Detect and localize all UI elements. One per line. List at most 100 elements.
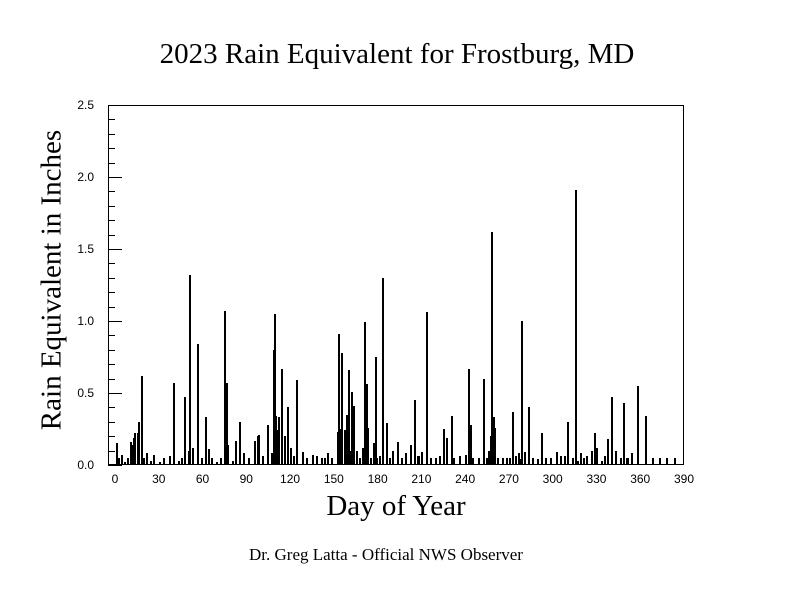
precip-bar bbox=[254, 441, 256, 465]
precip-bar bbox=[401, 458, 403, 465]
precip-bar bbox=[550, 458, 552, 465]
precip-bar bbox=[239, 422, 241, 465]
precip-bar bbox=[414, 400, 416, 465]
precip-bar bbox=[262, 456, 264, 465]
precip-bar bbox=[296, 380, 298, 465]
precip-bar bbox=[134, 433, 136, 465]
precip-bar bbox=[338, 334, 340, 465]
precip-bar bbox=[418, 456, 420, 465]
x-axis-label: Day of Year bbox=[326, 490, 466, 522]
precip-bar bbox=[528, 407, 530, 465]
precip-bar bbox=[366, 384, 368, 465]
plot-area bbox=[108, 105, 684, 465]
precip-bar bbox=[376, 458, 378, 465]
precip-bar bbox=[519, 459, 521, 465]
precip-bar bbox=[290, 448, 292, 465]
precip-bar bbox=[541, 433, 543, 465]
precip-bar bbox=[232, 461, 234, 465]
precip-bar bbox=[620, 458, 622, 465]
precip-bar bbox=[321, 458, 323, 465]
precip-bar bbox=[392, 451, 394, 465]
precip-bar bbox=[278, 417, 280, 465]
precip-bar bbox=[604, 456, 606, 465]
precip-bar bbox=[131, 445, 133, 465]
precip-bar bbox=[532, 458, 534, 465]
precip-bar bbox=[465, 455, 467, 465]
y-minor-tick bbox=[108, 335, 115, 336]
y-minor-tick bbox=[108, 163, 115, 164]
precip-bar bbox=[375, 357, 377, 465]
x-tick-label: 30 bbox=[152, 472, 166, 486]
precip-bar bbox=[284, 436, 286, 465]
precip-bar bbox=[184, 397, 186, 465]
precip-bar bbox=[435, 458, 437, 465]
y-minor-tick bbox=[108, 235, 115, 236]
y-major-tick bbox=[108, 249, 122, 250]
precip-bar bbox=[227, 445, 229, 465]
x-tick-label: 360 bbox=[630, 472, 651, 486]
precip-bar bbox=[344, 430, 346, 465]
y-tick-label: 2.5 bbox=[77, 98, 94, 112]
precip-bar bbox=[586, 456, 588, 465]
precip-bar bbox=[353, 406, 355, 465]
y-minor-tick bbox=[108, 364, 115, 365]
precip-bar bbox=[470, 425, 472, 465]
precip-bar bbox=[159, 462, 161, 465]
y-minor-tick bbox=[108, 436, 115, 437]
precip-bar bbox=[364, 322, 366, 465]
precip-bar bbox=[293, 456, 295, 465]
precip-bar bbox=[367, 428, 369, 465]
precip-bar bbox=[405, 453, 407, 465]
y-minor-tick bbox=[108, 206, 115, 207]
precip-bar bbox=[116, 443, 118, 465]
precip-bar bbox=[127, 458, 129, 465]
precip-bar bbox=[146, 453, 148, 465]
precip-bar bbox=[327, 453, 329, 465]
y-minor-tick bbox=[108, 220, 115, 221]
precip-bar bbox=[430, 458, 432, 465]
precip-bar bbox=[666, 458, 668, 465]
precip-bar bbox=[451, 416, 453, 465]
x-tick-label: 390 bbox=[673, 472, 695, 486]
precip-bar bbox=[488, 451, 490, 465]
precip-bar bbox=[302, 452, 304, 465]
precip-bar bbox=[478, 458, 480, 465]
precip-bar bbox=[645, 416, 647, 465]
precip-bar bbox=[627, 458, 629, 465]
x-tick-label: 300 bbox=[542, 472, 563, 486]
y-minor-tick bbox=[108, 191, 115, 192]
x-tick-label: 0 bbox=[111, 472, 119, 486]
precip-bar bbox=[659, 458, 661, 465]
precip-bar bbox=[591, 451, 593, 465]
y-major-tick bbox=[108, 393, 122, 394]
precip-bar bbox=[560, 456, 562, 465]
precip-bar bbox=[173, 383, 175, 465]
precip-bar bbox=[216, 462, 218, 465]
precip-bar bbox=[150, 461, 152, 465]
precip-bar bbox=[356, 451, 358, 465]
y-major-tick bbox=[108, 465, 122, 466]
precip-bar bbox=[248, 458, 250, 465]
y-minor-tick bbox=[108, 278, 115, 279]
precip-bar bbox=[502, 458, 504, 465]
y-minor-tick bbox=[108, 407, 115, 408]
precip-bar bbox=[271, 453, 273, 465]
y-minor-tick bbox=[108, 379, 115, 380]
chart-title: 2023 Rain Equivalent for Frostburg, MD bbox=[159, 38, 635, 70]
y-minor-tick bbox=[108, 148, 115, 149]
x-tick-label: 180 bbox=[367, 472, 388, 486]
precip-bar bbox=[453, 458, 455, 465]
precip-bar bbox=[316, 456, 318, 465]
precip-bar bbox=[153, 455, 155, 465]
precip-bar bbox=[596, 448, 598, 465]
precip-bar bbox=[141, 376, 143, 465]
precip-bar bbox=[351, 392, 353, 465]
precip-bar bbox=[515, 456, 517, 465]
precip-bar bbox=[486, 458, 488, 465]
precip-bar bbox=[674, 458, 676, 465]
x-tick-label: 330 bbox=[586, 472, 607, 486]
precip-bar bbox=[331, 458, 333, 465]
precip-bar bbox=[494, 428, 496, 465]
precip-bar bbox=[275, 416, 277, 465]
precip-bar bbox=[652, 458, 654, 465]
